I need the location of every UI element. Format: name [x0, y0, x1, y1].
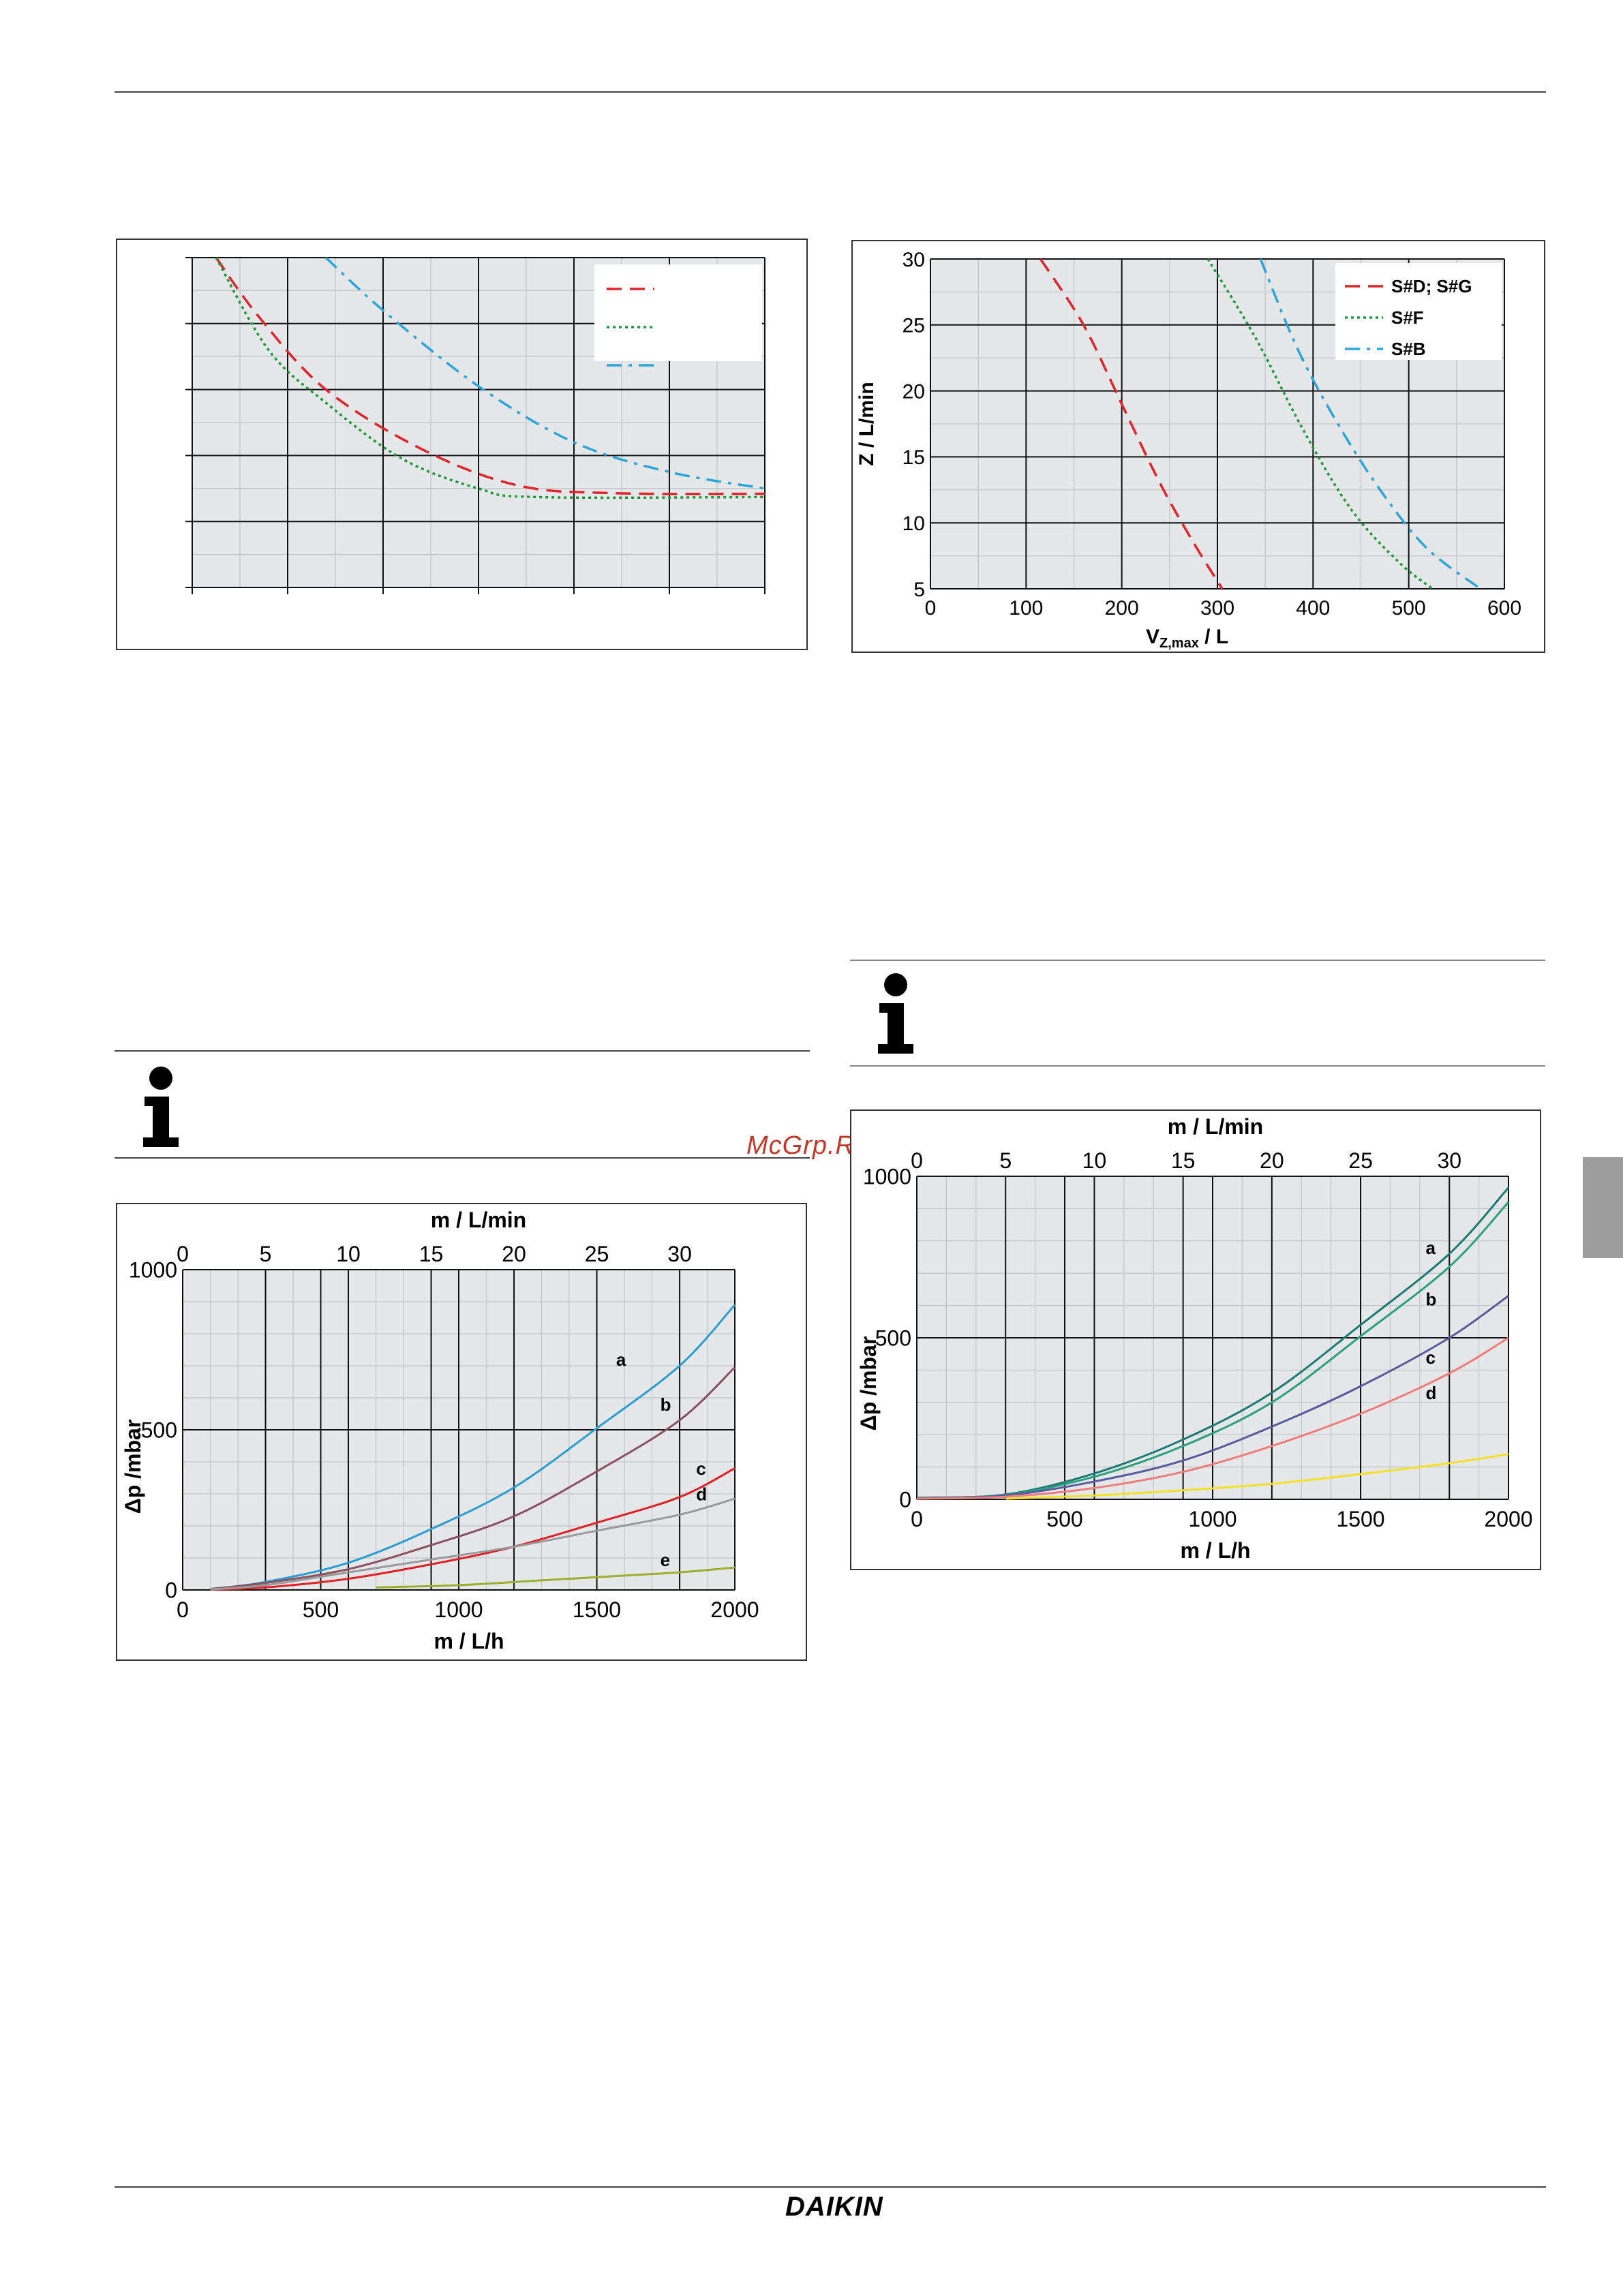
info-rule-bottom-right [850, 1065, 1545, 1067]
x2-tick-label: 20 [1260, 1148, 1284, 1173]
x-tick-label: 600 [1487, 597, 1521, 619]
y-tick-label: 1000 [129, 1258, 177, 1283]
x-tick-label: 1500 [573, 1597, 621, 1622]
series-line-a [210, 1304, 736, 1591]
x-tick-label: 0 [925, 597, 937, 619]
series-line-4 [1005, 1453, 1509, 1500]
footer-rule [115, 2186, 1546, 2188]
x-axis-label: m / L/h [434, 1629, 504, 1653]
header-rule [115, 91, 1546, 93]
y-tick-label: 1000 [863, 1165, 911, 1189]
x-tick-label: 500 [1046, 1507, 1082, 1531]
info-icon [143, 1067, 179, 1147]
series-line-sdsg [1039, 258, 1224, 590]
x-tick-label: 0 [911, 1507, 923, 1531]
y-tick-label: 30 [902, 249, 925, 271]
chart-top-left [116, 239, 808, 650]
y-axis-label: Δp /mbar [856, 1336, 881, 1431]
legend-box [594, 264, 762, 361]
series-label-b: b [661, 1394, 671, 1415]
x-tick-label: 400 [1296, 597, 1330, 619]
chart-top-right-svg: 0 100 200 300 400 500 600 5 10 15 20 25 30 S#D; S#G S#… [855, 249, 1521, 651]
info-rule-top-right [850, 960, 1545, 961]
x2-tick-label: 5 [999, 1148, 1012, 1173]
x-tick-label: 0 [177, 1597, 189, 1622]
y-tick-label: 25 [902, 315, 925, 337]
x2-axis-label: m / L/min [1168, 1114, 1263, 1139]
series-line-d [210, 1497, 735, 1591]
x2-tick-label: 20 [502, 1242, 526, 1266]
x2-tick-label: 10 [336, 1242, 361, 1266]
y-tick-label: 10 [902, 512, 925, 535]
series-line-sb [1259, 258, 1481, 590]
y-tick-label: 20 [902, 380, 925, 403]
x-tick-label: 100 [1009, 597, 1043, 619]
series-line-c [916, 1295, 1509, 1500]
series-line-2 [324, 256, 765, 490]
series-label-c: c [1425, 1347, 1435, 1368]
info-icon [878, 973, 913, 1054]
x-tick-label: 2000 [710, 1597, 759, 1622]
series-label-a: a [1425, 1238, 1436, 1258]
info-rule-bottom-left [115, 1157, 810, 1159]
x2-tick-label: 0 [177, 1242, 189, 1266]
x2-tick-label: 30 [667, 1242, 692, 1266]
x-tick-label: 1500 [1336, 1507, 1384, 1531]
series-label-c: c [696, 1458, 706, 1479]
x-axis-label: VZ,max / L [1146, 626, 1228, 651]
x2-tick-label: 15 [419, 1242, 444, 1266]
x2-tick-label: 30 [1437, 1148, 1461, 1173]
x-tick-label: 1000 [1188, 1507, 1237, 1531]
x2-tick-label: 0 [911, 1148, 923, 1173]
x-tick-label: 200 [1105, 597, 1139, 619]
x2-tick-label: 15 [1171, 1148, 1196, 1173]
legend-label: S#B [1391, 339, 1426, 359]
series-label-b: b [1425, 1289, 1436, 1310]
x2-tick-label: 10 [1082, 1148, 1107, 1173]
x2-axis-label: m / L/min [431, 1208, 526, 1232]
chart-top-right: 0 100 200 300 400 500 600 5 10 15 20 25 30 S#D; S#G S#… [851, 240, 1545, 653]
x2-tick-label: 25 [1348, 1148, 1373, 1173]
x-tick-label: 500 [1392, 597, 1426, 619]
x-tick-label: 1000 [434, 1597, 483, 1622]
chart-bottom-left: 0 5 10 15 20 25 30 0 500 1000 1500 2000 0 500 1000 m / … [116, 1203, 807, 1661]
series-line-1 [215, 257, 765, 500]
chart-bottom-right: 0 5 10 15 20 25 30 0 500 1000 1500 2000 0 500 1000 m / … [850, 1109, 1541, 1570]
series-label-a: a [616, 1349, 626, 1370]
series-line-e [376, 1566, 735, 1589]
watermark-text: McGrp.Ru [746, 1131, 870, 1160]
series-label-e: e [661, 1550, 670, 1570]
legend-label: S#F [1391, 307, 1424, 328]
x-tick-label: 300 [1200, 597, 1234, 619]
x2-tick-label: 5 [260, 1242, 272, 1266]
x-tick-label: 2000 [1484, 1507, 1532, 1531]
series-line-0 [215, 256, 765, 495]
series-label-d: d [696, 1484, 707, 1504]
y-tick-label: 15 [902, 446, 925, 469]
x-tick-label: 500 [303, 1597, 339, 1622]
series-line-sf [1207, 258, 1434, 590]
legend-box [1335, 263, 1502, 360]
series-line-b [210, 1366, 736, 1591]
side-tab [1583, 1157, 1623, 1258]
x2-tick-label: 25 [585, 1242, 609, 1266]
series-line-d [916, 1336, 1509, 1500]
chart-bottom-right-svg: 0 5 10 15 20 25 30 0 500 1000 1500 2000 0 500 1000 m / … [856, 1114, 1533, 1563]
y-tick-label: 0 [165, 1578, 177, 1603]
y-axis-label: Δp /mbar [121, 1420, 145, 1514]
chart-bottom-left-svg: 0 5 10 15 20 25 30 0 500 1000 1500 2000 0 500 1000 m / … [121, 1208, 759, 1653]
legend-label: S#D; S#G [1391, 276, 1472, 296]
chart-top-left-svg [185, 256, 765, 594]
series-line-c [210, 1467, 735, 1591]
series-label-d: d [1425, 1383, 1436, 1403]
info-rule-top-left [115, 1050, 810, 1052]
brand-logo: DAIKIN [785, 2192, 883, 2222]
y-tick-label: 0 [899, 1488, 911, 1512]
x-axis-label: m / L/h [1180, 1538, 1250, 1563]
y-tick-label: 5 [913, 579, 925, 601]
y-tick-label: 500 [875, 1326, 911, 1351]
y-axis-label: Z / L/min [855, 382, 878, 465]
y-tick-label: 500 [141, 1418, 177, 1443]
